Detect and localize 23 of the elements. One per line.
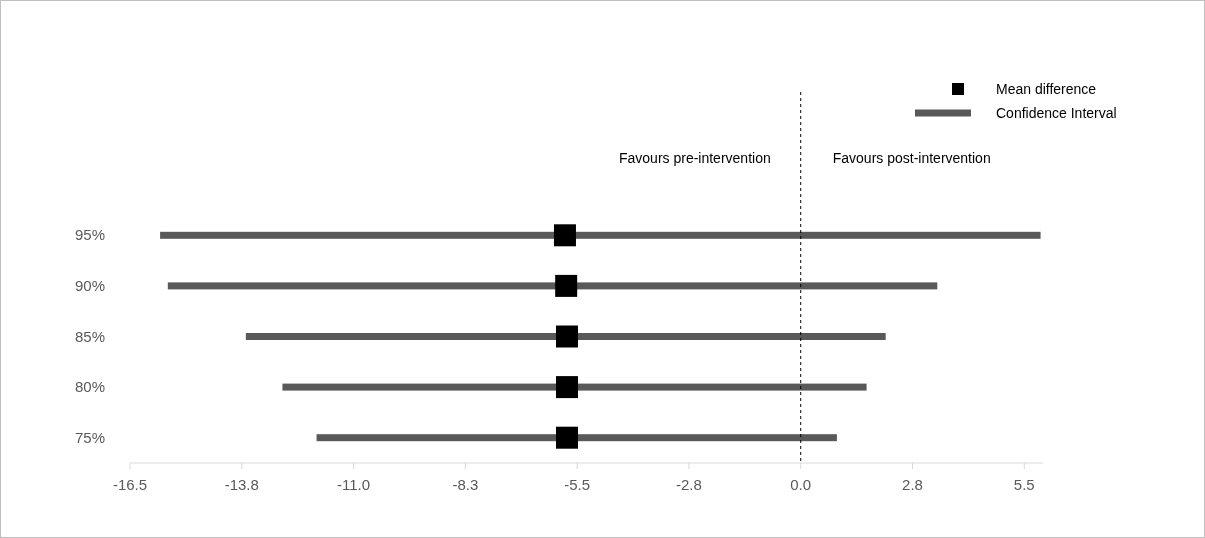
legend-label: Mean difference [996, 81, 1097, 97]
legend-label: Confidence Interval [996, 105, 1117, 121]
y-tick-label: 90% [74, 276, 105, 294]
x-tick-label: 5.5 [1013, 476, 1035, 493]
y-tick-label: 95% [74, 226, 105, 244]
x-tick-label: -8.3 [452, 476, 479, 493]
y-tick-label: 80% [74, 378, 105, 396]
y-tick-label: 85% [74, 327, 105, 345]
bar [282, 383, 867, 391]
x-tick-label: -2.8 [676, 476, 702, 493]
text: Favours pre-intervention [618, 150, 771, 166]
bar [167, 282, 938, 290]
y-tick-label: 75% [74, 428, 105, 446]
x-tick-label: -13.8 [224, 476, 259, 493]
x-tick-label: -5.5 [564, 476, 591, 493]
text: Favours post-intervention [832, 150, 991, 166]
x-tick-label: -11.0 [337, 476, 371, 493]
bar [316, 434, 837, 442]
bar [245, 333, 886, 340]
x-tick-label: 2.8 [902, 476, 923, 493]
x-tick-label: -16.5 [112, 476, 148, 493]
x-tick-label: 0.0 [790, 476, 812, 493]
bar [160, 231, 1041, 239]
